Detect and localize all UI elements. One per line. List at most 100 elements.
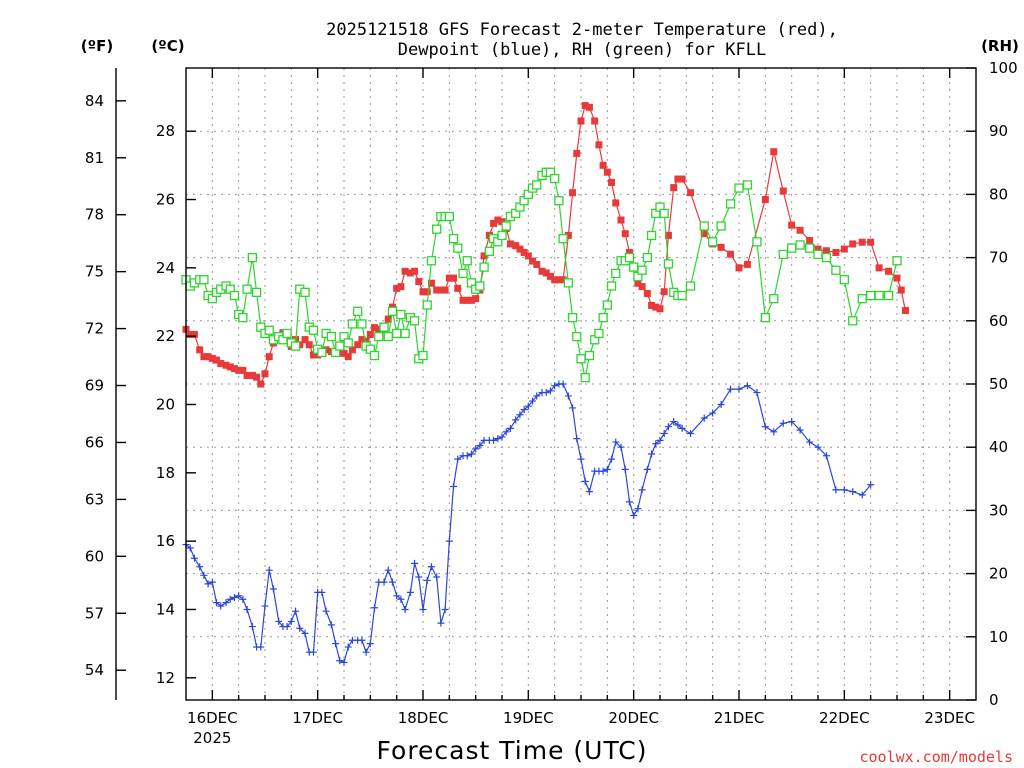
data-point (502, 428, 510, 436)
data-point (444, 211, 454, 222)
data-point (788, 221, 796, 229)
data-point (716, 221, 726, 231)
data-point (358, 336, 366, 344)
credit-link[interactable]: coolwx.com/models (859, 748, 1013, 766)
data-point (656, 436, 664, 444)
data-point (743, 382, 751, 390)
data-point (524, 252, 532, 260)
data-point (401, 605, 409, 613)
data-point (858, 491, 866, 499)
data-point (362, 648, 370, 656)
data-point (687, 189, 695, 197)
data-point (458, 268, 468, 279)
data-point (874, 290, 884, 301)
data-point (235, 592, 243, 600)
data-point (717, 400, 725, 408)
data-point (778, 249, 788, 260)
data-point (371, 604, 379, 612)
data-point (375, 325, 383, 333)
data-point (190, 554, 198, 562)
data-point (248, 371, 256, 379)
data-point (433, 286, 441, 294)
data-point (687, 430, 695, 438)
data-point (427, 563, 435, 571)
data-point (585, 103, 593, 111)
data-point (677, 290, 687, 301)
data-point (761, 196, 769, 204)
data-point (831, 265, 841, 275)
data-point (204, 353, 212, 361)
data-point (432, 224, 442, 234)
data-point (524, 402, 532, 410)
data-point (572, 331, 582, 342)
data-point (476, 441, 484, 449)
data-point (379, 322, 389, 332)
data-point (617, 443, 625, 451)
data-point (204, 580, 212, 588)
data-point (257, 643, 265, 651)
data-point (480, 252, 488, 260)
data-point (301, 336, 309, 344)
data-point (577, 117, 585, 125)
data-point (415, 573, 423, 581)
data-point (529, 257, 537, 265)
data-point (384, 566, 392, 574)
chart-title-line1: 2025121518 GFS Forecast 2-meter Temperat… (326, 20, 838, 40)
rh-tick-label: 10 (989, 628, 1008, 646)
celsius-tick-label: 16 (156, 532, 175, 550)
data-point (648, 301, 656, 309)
data-point (433, 573, 441, 581)
data-point (251, 287, 262, 298)
data-point (248, 623, 256, 631)
data-point (290, 341, 301, 351)
celsius-axis-label: (ºC) (151, 37, 184, 55)
data-point (787, 243, 797, 253)
data-point (401, 267, 409, 275)
data-point (643, 465, 651, 473)
data-point (387, 306, 398, 316)
data-point (354, 341, 362, 349)
data-point (608, 178, 616, 186)
data-point (779, 187, 787, 195)
celsius-tick-label: 28 (156, 122, 175, 140)
data-point (415, 278, 423, 286)
data-point (660, 288, 668, 296)
data-point (322, 607, 330, 615)
data-point (742, 180, 753, 190)
data-point (388, 578, 396, 586)
data-point (484, 246, 495, 256)
rh-tick-label: 40 (989, 438, 1008, 456)
fahrenheit-tick-label: 57 (85, 604, 104, 622)
data-point (406, 588, 414, 596)
data-point (849, 240, 857, 248)
data-point (222, 361, 230, 369)
data-point (814, 443, 822, 451)
celsius-tick-label: 22 (156, 327, 175, 345)
data-point (743, 260, 751, 268)
data-point (257, 380, 265, 388)
data-point (292, 607, 300, 615)
data-point (308, 325, 319, 335)
data-point (652, 440, 660, 448)
data-point (335, 341, 345, 351)
x-axis-title: Forecast Time (UTC) (377, 736, 648, 765)
data-point (670, 184, 678, 192)
data-point (362, 337, 370, 345)
data-point (463, 452, 471, 460)
data-point (467, 296, 475, 304)
data-point (813, 249, 823, 260)
data-point (624, 252, 635, 263)
data-point (275, 617, 283, 625)
data-point (584, 350, 595, 361)
data-point (660, 430, 668, 438)
data-point (591, 117, 599, 125)
data-point (678, 175, 686, 183)
data-point (200, 571, 208, 579)
data-point (459, 296, 467, 304)
data-point (559, 276, 567, 284)
data-point (409, 316, 420, 326)
data-point (490, 436, 498, 444)
data-point (512, 242, 520, 250)
data-point (806, 237, 814, 245)
data-point (840, 245, 848, 253)
